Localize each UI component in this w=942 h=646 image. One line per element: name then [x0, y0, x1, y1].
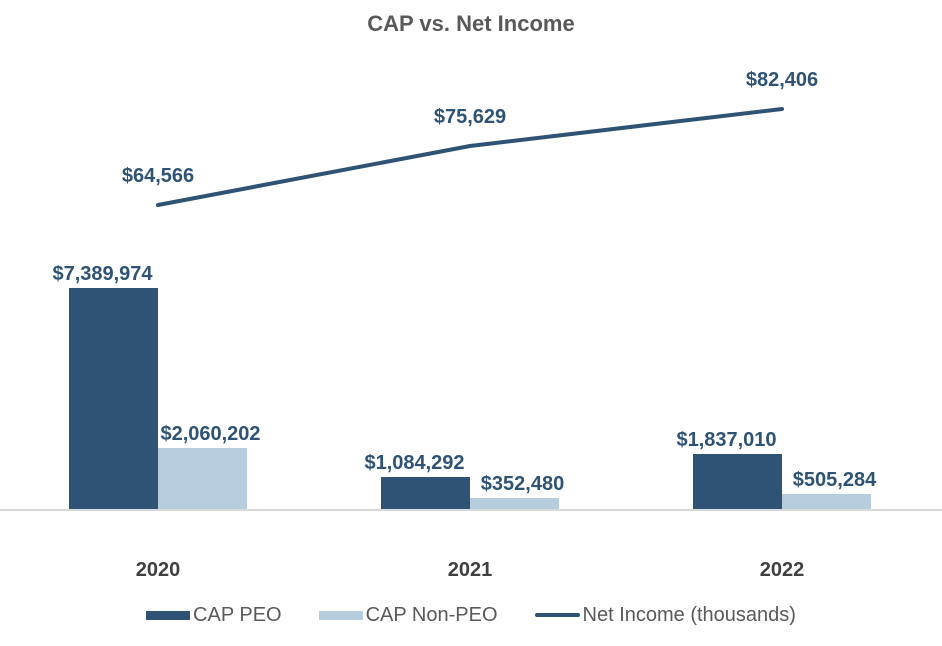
bar-cap-peo-2022 — [693, 454, 782, 509]
bar-cap-non-peo-2020 — [158, 448, 247, 509]
legend-bar-swatch-cap-peo — [146, 610, 191, 620]
bar-value-label-cap-peo-2022: $1,837,010 — [676, 429, 777, 451]
line-value-label-2021: $75,629 — [433, 106, 507, 128]
legend-label-cap-peo: CAP PEO — [193, 603, 282, 626]
legend-bar-swatch-cap-non-peo — [318, 610, 363, 620]
bar-cap-non-peo-2021 — [470, 498, 559, 509]
bar-value-label-cap-non-peo-2021: $352,480 — [480, 473, 565, 495]
legend-item-cap-non-peo: CAP Non-PEO — [318, 603, 498, 627]
bar-cap-non-peo-2022 — [782, 494, 871, 509]
legend-label-net-income-thousands: Net Income (thousands) — [582, 603, 796, 626]
bar-value-label-cap-non-peo-2020: $2,060,202 — [160, 423, 261, 445]
bar-cap-peo-2020 — [69, 288, 158, 509]
legend-item-cap-peo: CAP PEO — [146, 604, 282, 627]
category-label-2020: 2020 — [135, 559, 181, 581]
legend-item-net-income-thousands: Net Income (thousands) — [534, 603, 796, 627]
category-label-2021: 2021 — [447, 559, 493, 581]
legend-line-swatch — [534, 613, 580, 617]
legend-label-cap-non-peo: CAP Non-PEO — [365, 603, 498, 626]
bar-value-label-cap-non-peo-2022: $505,284 — [792, 469, 877, 491]
line-value-label-2022: $82,406 — [745, 69, 819, 91]
legend: CAP PEO CAP Non-PEO Net Income (thousands) — [0, 601, 942, 629]
bar-value-label-cap-peo-2020: $7,389,974 — [52, 263, 153, 285]
chart-title: CAP vs. Net Income — [367, 11, 575, 36]
line-value-label-2020: $64,566 — [121, 165, 195, 187]
bar-value-label-cap-peo-2021: $1,084,292 — [364, 452, 465, 474]
bar-cap-peo-2021 — [381, 477, 470, 509]
category-label-2022: 2022 — [759, 559, 805, 581]
